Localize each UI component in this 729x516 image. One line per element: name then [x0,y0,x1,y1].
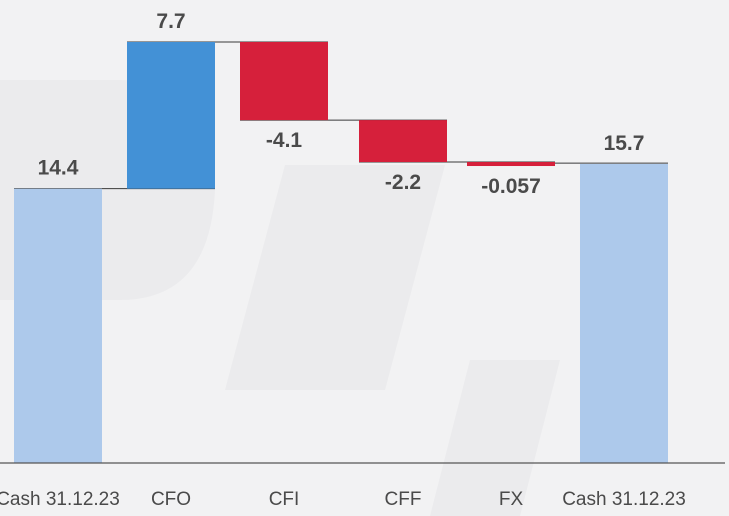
value-label-1: 7.7 [156,10,185,33]
value-label-4: -0.057 [481,175,541,198]
bar-2-decrease [240,42,328,121]
value-label-2: -4.1 [266,129,303,152]
bars [14,42,668,463]
bar-4-decrease [467,162,555,167]
category-label-3: CFF [385,489,422,510]
bar-5-total [580,163,668,463]
bar-0-total [14,188,102,463]
value-label-5: 15.7 [604,132,645,155]
bar-3-decrease [359,120,447,163]
category-label-2: CFI [269,489,300,510]
watermark-shape-lower [430,360,560,516]
value-label-0: 14.4 [38,157,79,180]
bar-1-increase [127,42,215,189]
category-label-5: Cash 31.12.23 [562,489,686,510]
value-label-3: -2.2 [385,171,421,194]
value-labels: 14.4 7.7 -4.1 -2.2 -0.057 15.7 [38,10,645,198]
category-labels: Cash 31.12.23 CFO CFI CFF FX Cash 31.12.23 [0,489,686,510]
category-label-0: Cash 31.12.23 [0,489,120,510]
category-label-1: CFO [151,489,191,510]
category-label-4: FX [499,489,524,510]
watermark-shape-middle [225,165,445,390]
